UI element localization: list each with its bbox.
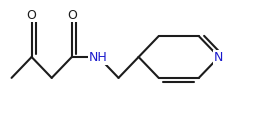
Text: N: N bbox=[214, 51, 224, 64]
Text: NH: NH bbox=[89, 51, 108, 64]
Text: O: O bbox=[27, 9, 37, 21]
Text: O: O bbox=[67, 9, 77, 21]
